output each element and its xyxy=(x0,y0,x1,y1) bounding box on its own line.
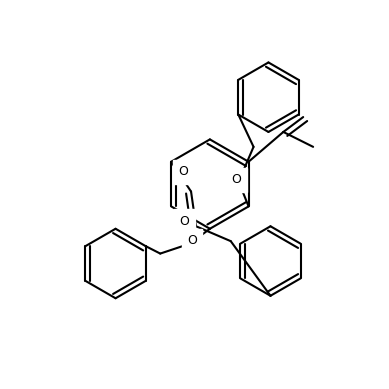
Text: O: O xyxy=(178,165,188,178)
Text: O: O xyxy=(179,215,189,228)
Text: O: O xyxy=(187,234,197,247)
Text: O: O xyxy=(232,173,242,186)
